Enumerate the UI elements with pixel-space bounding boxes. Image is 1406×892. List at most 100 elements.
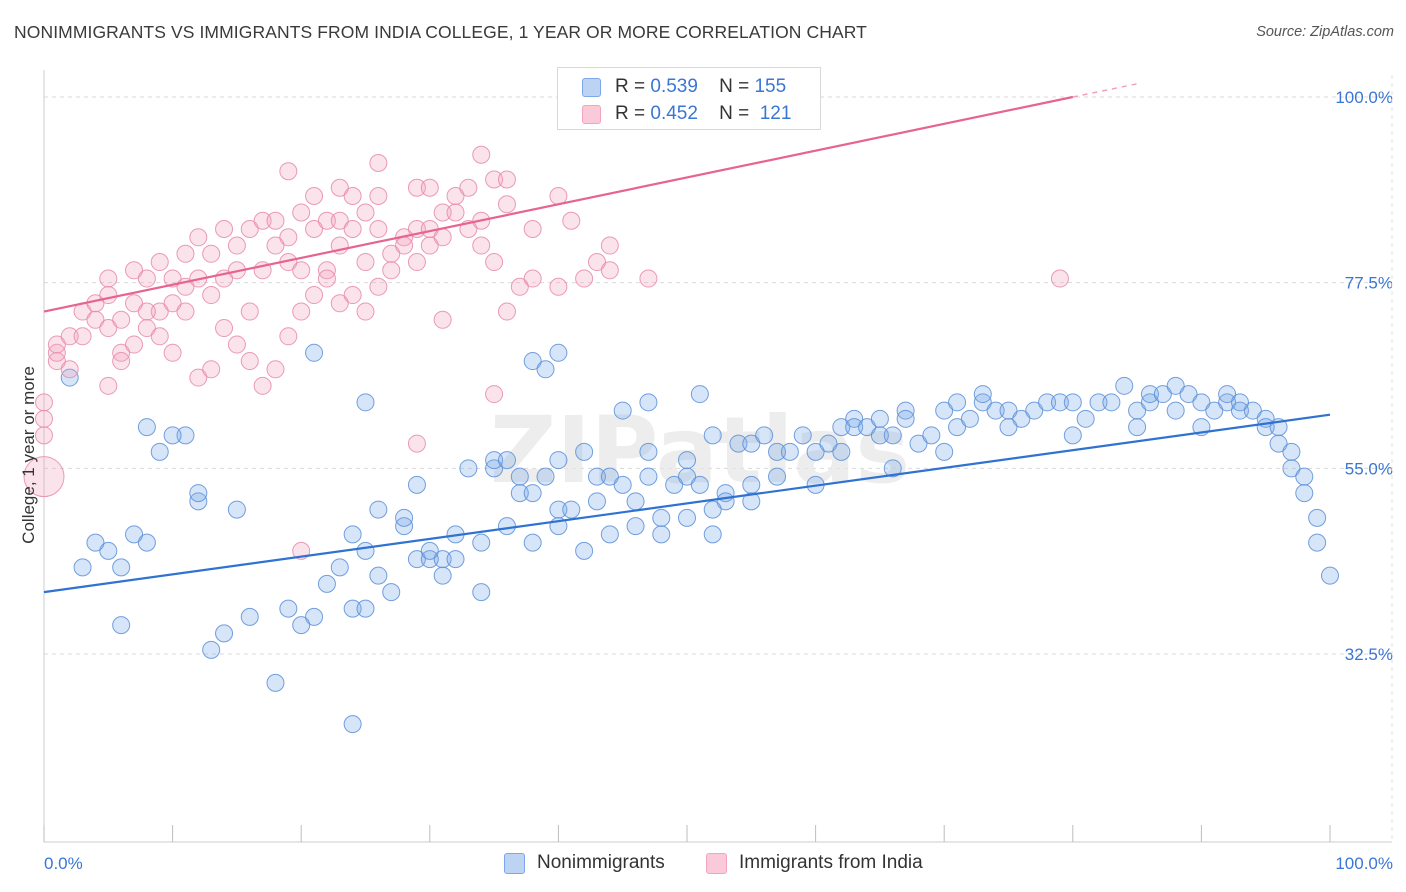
data-point: [1089, 393, 1108, 412]
data-point: [1218, 385, 1237, 404]
data-point: [845, 418, 864, 437]
data-point: [433, 203, 452, 222]
trend-line-nonimmigrants: [43, 413, 1331, 594]
data-point: [202, 286, 221, 305]
y-tick-label: 55.0%: [1345, 459, 1393, 478]
legend-label-nonimmigrants: Nonimmigrants: [537, 852, 665, 873]
data-point: [407, 434, 426, 453]
data-point: [343, 187, 362, 206]
data-point: [137, 269, 156, 288]
data-point: [137, 418, 156, 437]
data-point: [292, 302, 311, 321]
data-point: [690, 385, 709, 404]
y-tick-label: 77.5%: [1345, 274, 1393, 293]
data-point: [369, 500, 388, 519]
data-point: [639, 393, 658, 412]
data-point: [330, 558, 349, 577]
data-point: [562, 211, 581, 230]
data-point: [343, 286, 362, 305]
data-point: [1166, 376, 1185, 395]
data-point: [587, 492, 606, 511]
data-point: [935, 401, 954, 420]
data-point: [999, 418, 1018, 437]
data-point: [1243, 401, 1262, 420]
data-point: [1012, 409, 1031, 428]
data-point: [73, 558, 92, 577]
data-point: [1025, 401, 1044, 420]
source-label: Source: ZipAtlas.com: [1256, 24, 1394, 40]
data-point: [112, 616, 131, 635]
data-point: [510, 467, 529, 486]
data-point: [1269, 434, 1288, 453]
stats-legend: R = 0.539 N = 155 R = 0.452 N = 121: [557, 67, 821, 130]
data-point: [330, 211, 349, 230]
data-point: [292, 203, 311, 222]
data-point: [446, 550, 465, 569]
data-point: [395, 236, 414, 255]
data-point: [356, 302, 375, 321]
data-point: [678, 467, 696, 486]
data-point: [202, 360, 221, 379]
data-point: [832, 418, 851, 437]
data-point: [1230, 393, 1249, 412]
data-point: [1308, 533, 1327, 552]
data-point: [253, 376, 272, 395]
data-point: [150, 442, 169, 461]
data-point: [266, 211, 285, 230]
data-point: [99, 376, 118, 395]
data-point: [858, 418, 877, 437]
data-point: [960, 409, 979, 428]
data-point: [678, 451, 696, 470]
data-point: [369, 566, 388, 585]
data-point: [369, 154, 388, 173]
data-point: [1179, 385, 1198, 404]
data-point: [549, 343, 568, 362]
data-point: [472, 583, 491, 602]
data-point: [1140, 385, 1159, 404]
trend-line-india: [43, 95, 1074, 313]
y-tick-label: 32.5%: [1345, 645, 1393, 664]
data-point: [523, 269, 542, 288]
data-point: [407, 253, 426, 272]
data-point: [459, 178, 478, 197]
data-point: [305, 607, 324, 626]
data-point: [125, 261, 144, 280]
data-point: [485, 451, 504, 470]
legend-label-india: Immigrants from India: [739, 852, 923, 873]
data-point: [690, 475, 709, 494]
data-point: [343, 599, 362, 618]
data-point: [99, 269, 118, 288]
data-point: [407, 178, 426, 197]
data-point: [99, 286, 118, 305]
data-point: [137, 302, 156, 321]
stats-row-india: R = 0.452 N = 121: [582, 102, 791, 126]
data-point: [202, 640, 221, 659]
data-point: [305, 286, 324, 305]
legend-item-india: Immigrants from India: [706, 852, 923, 874]
data-point: [497, 195, 516, 214]
data-point: [215, 220, 234, 239]
data-point: [1102, 393, 1121, 412]
data-point: [176, 244, 195, 263]
data-point: [420, 541, 439, 560]
n-label: N =: [719, 76, 750, 97]
data-point: [523, 220, 542, 239]
data-point: [883, 426, 902, 445]
data-point: [369, 277, 388, 296]
data-point: [266, 673, 285, 692]
data-point: [356, 393, 375, 412]
data-point: [742, 434, 761, 453]
data-point: [806, 442, 825, 461]
data-point: [137, 533, 156, 552]
data-point: [266, 360, 285, 379]
data-point: [163, 294, 182, 313]
data-point: [163, 343, 182, 362]
data-point: [1050, 393, 1069, 412]
data-point: [227, 236, 246, 255]
data-point: [99, 541, 118, 560]
data-point: [240, 220, 259, 239]
data-point: [343, 220, 362, 239]
data-point: [317, 269, 336, 288]
data-point: [356, 541, 375, 560]
data-point: [948, 393, 967, 412]
